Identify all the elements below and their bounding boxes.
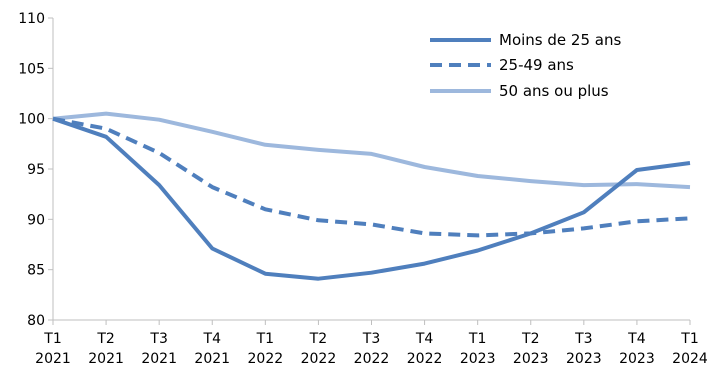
x-tick-quarter-label: T4 bbox=[627, 331, 646, 347]
x-tick-quarter-label: T1 bbox=[256, 331, 274, 347]
x-axis-ticks: T1 2021 T2 2021 T3 2021 T4 2021 T1 2022 T2 2022 T3 20… bbox=[35, 320, 708, 367]
x-tick-quarter-label: T3 bbox=[362, 331, 380, 347]
x-tick-quarter-label: T2 bbox=[96, 331, 114, 347]
y-tick-label: 90 bbox=[27, 212, 45, 228]
x-tick-quarter-label: T1 bbox=[43, 331, 61, 347]
y-tick-label: 100 bbox=[18, 112, 45, 128]
legend-label: 25-49 ans bbox=[499, 56, 574, 74]
y-tick-label: 80 bbox=[27, 313, 45, 329]
series-line-1 bbox=[52, 116, 691, 238]
x-tick-year-label: 2023 bbox=[566, 351, 602, 367]
x-tick-quarter-label: T3 bbox=[149, 331, 167, 347]
legend-label: Moins de 25 ans bbox=[499, 31, 621, 49]
x-tick-quarter-label: T3 bbox=[574, 331, 592, 347]
x-tick-year-label: 2023 bbox=[460, 351, 496, 367]
series-lines bbox=[52, 111, 691, 281]
x-tick-quarter-label: T2 bbox=[309, 331, 327, 347]
y-tick-label: 105 bbox=[18, 61, 45, 77]
x-tick-year-label: 2023 bbox=[513, 351, 549, 367]
x-tick-year-label: 2022 bbox=[248, 351, 284, 367]
x-tick-year-label: 2023 bbox=[619, 351, 655, 367]
x-tick-quarter-label: T2 bbox=[521, 331, 539, 347]
x-tick-year-label: 2024 bbox=[672, 351, 708, 367]
x-tick-quarter-label: T4 bbox=[415, 331, 434, 347]
x-tick-year-label: 2021 bbox=[88, 351, 124, 367]
y-axis-ticks: 80 85 90 95 100 105 110 bbox=[18, 11, 53, 329]
x-tick-year-label: 2021 bbox=[194, 351, 230, 367]
legend-label: 50 ans ou plus bbox=[499, 82, 609, 100]
x-tick-quarter-label: T4 bbox=[203, 331, 222, 347]
y-tick-label: 95 bbox=[27, 162, 45, 178]
x-tick-year-label: 2022 bbox=[301, 351, 337, 367]
x-tick-quarter-label: T1 bbox=[468, 331, 486, 347]
series-line-2 bbox=[52, 111, 691, 190]
x-tick-year-label: 2021 bbox=[141, 351, 177, 367]
x-tick-year-label: 2022 bbox=[407, 351, 443, 367]
y-tick-label: 85 bbox=[27, 263, 45, 279]
legend: Moins de 25 ans 25-49 ans 50 ans ou plus bbox=[430, 31, 621, 100]
x-tick-year-label: 2021 bbox=[35, 351, 71, 367]
y-tick-label: 110 bbox=[18, 11, 45, 27]
x-tick-year-label: 2022 bbox=[354, 351, 390, 367]
series-line-0 bbox=[52, 116, 691, 281]
x-tick-quarter-label: T1 bbox=[680, 331, 698, 347]
